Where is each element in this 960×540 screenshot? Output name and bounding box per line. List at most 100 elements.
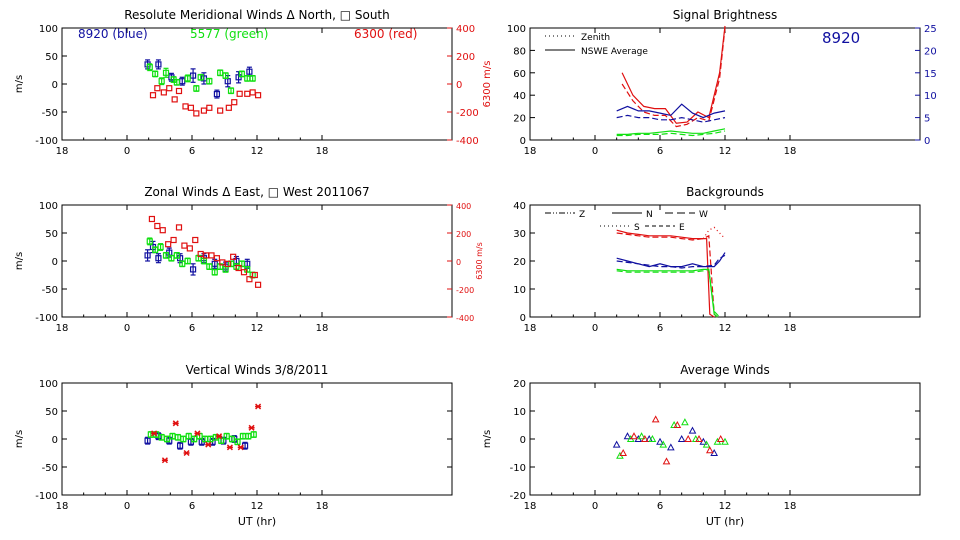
- annotation-2: 6300 (red): [354, 27, 417, 41]
- x-tick-label: 6: [189, 501, 195, 512]
- panel-average: Average Winds 18 0 6 12 18 UT (hr) 20 10 0 -10 -20 m…: [482, 363, 921, 528]
- point-6300: [224, 260, 231, 267]
- point-6300: [154, 85, 161, 92]
- right-y-tick-label: -200: [456, 286, 474, 295]
- point-8920: [176, 442, 184, 449]
- point-6300: [226, 444, 233, 451]
- y-tick-label: 30: [513, 229, 526, 240]
- point-6300: [255, 403, 262, 410]
- point-6300: [236, 90, 243, 97]
- point-6300: [186, 245, 193, 252]
- x-tick-label: 6: [657, 501, 663, 512]
- x-tick-label: 18: [784, 323, 797, 334]
- y-tick-label: -50: [42, 463, 58, 474]
- chart-title: Average Winds: [680, 363, 770, 377]
- y-tick-label: 80: [513, 46, 526, 57]
- point-5577: [249, 75, 256, 82]
- right-y-tick-label: 400: [456, 202, 471, 211]
- right-y-tick-label: 200: [456, 52, 475, 63]
- y-tick-label: 0: [520, 435, 526, 446]
- x-tick-label: 18: [524, 323, 537, 334]
- x-tick-label: 18: [316, 501, 329, 512]
- chart-title: Resolute Meridional Winds Δ North, □ Sou…: [124, 8, 390, 22]
- point-6300: [695, 434, 703, 442]
- legend-label: E: [679, 223, 685, 233]
- point-6300: [171, 96, 178, 103]
- point-6300: [208, 252, 215, 259]
- point-8920: [656, 437, 664, 445]
- series-6300-dashed: [616, 232, 718, 318]
- y-tick-label: 0: [52, 435, 58, 446]
- right-y-tick-label: -200: [456, 108, 479, 119]
- y-tick-label: 50: [45, 407, 58, 418]
- x-tick-label: 12: [719, 323, 732, 334]
- point-5577: [146, 64, 153, 71]
- x-axis-label: UT (hr): [238, 515, 276, 528]
- point-5577: [227, 87, 235, 94]
- legend-label: N: [646, 210, 653, 220]
- plot-frame: [61, 382, 453, 496]
- point-5577: [234, 438, 241, 445]
- y-tick-label: 50: [45, 229, 58, 240]
- point-6300: [237, 444, 244, 451]
- point-5577: [222, 72, 229, 79]
- point-5577: [250, 431, 257, 438]
- point-5577: [637, 432, 646, 440]
- y-tick-label: 40: [513, 201, 526, 212]
- y-tick-label: 100: [39, 379, 58, 390]
- series-6300-dashed: [621, 27, 726, 128]
- point-6300: [165, 241, 172, 248]
- point-5577: [648, 434, 657, 442]
- point-6300: [181, 242, 188, 249]
- y-tick-label: 20: [513, 114, 526, 125]
- right-y-tick-label: 400: [456, 24, 475, 35]
- x-tick-label: 0: [592, 501, 598, 512]
- point-6300: [619, 448, 628, 456]
- y-axis-label: m/s: [14, 75, 25, 93]
- x-tick-label: 18: [784, 146, 797, 157]
- y-tick-label: 20: [513, 379, 526, 390]
- x-axis-label: UT (hr): [706, 515, 744, 528]
- x-tick-label: 18: [784, 501, 797, 512]
- y-tick-label: 0: [52, 257, 58, 268]
- point-6300: [192, 236, 199, 244]
- right-y-tick-label: 10: [924, 91, 937, 102]
- point-5577: [200, 257, 208, 265]
- point-6300: [246, 276, 253, 283]
- legend-label: Z: [579, 210, 585, 220]
- right-y-tick-label: 15: [924, 69, 937, 80]
- x-tick-label: 18: [56, 146, 69, 157]
- y-tick-label: 0: [520, 136, 526, 147]
- y-tick-label: -20: [510, 491, 526, 502]
- series-5577-dashed: [616, 268, 721, 318]
- point-6300: [244, 90, 251, 97]
- point-6300: [230, 253, 237, 260]
- annotation-8920: 8920: [822, 29, 860, 47]
- point-6300: [166, 85, 173, 92]
- point-6300: [673, 420, 682, 428]
- x-tick-label: 18: [56, 323, 69, 334]
- right-y-tick-label: 0: [456, 80, 462, 91]
- point-8920: [677, 434, 686, 442]
- x-tick-label: 18: [316, 323, 329, 334]
- point-6300: [254, 92, 262, 99]
- x-tick-label: 18: [316, 146, 329, 157]
- plot-frame: [529, 204, 921, 318]
- panel-meridional: Resolute Meridional Winds Δ North, □ Sou…: [14, 8, 493, 157]
- point-6300: [640, 434, 649, 442]
- series-6300-solid: [616, 229, 715, 318]
- point-6300: [206, 104, 213, 111]
- point-6300: [187, 104, 195, 111]
- point-5577: [157, 243, 164, 251]
- point-5577: [211, 269, 218, 276]
- x-tick-label: 0: [592, 323, 598, 334]
- y-tick-label: 100: [39, 201, 58, 212]
- series-8920-solid: [616, 103, 726, 119]
- point-5577: [206, 263, 213, 270]
- point-8920: [155, 61, 162, 68]
- right-y-axis-label: 6300 m/s: [482, 61, 493, 108]
- point-5577: [173, 252, 180, 259]
- point-5577: [184, 75, 191, 82]
- point-5577: [158, 78, 165, 85]
